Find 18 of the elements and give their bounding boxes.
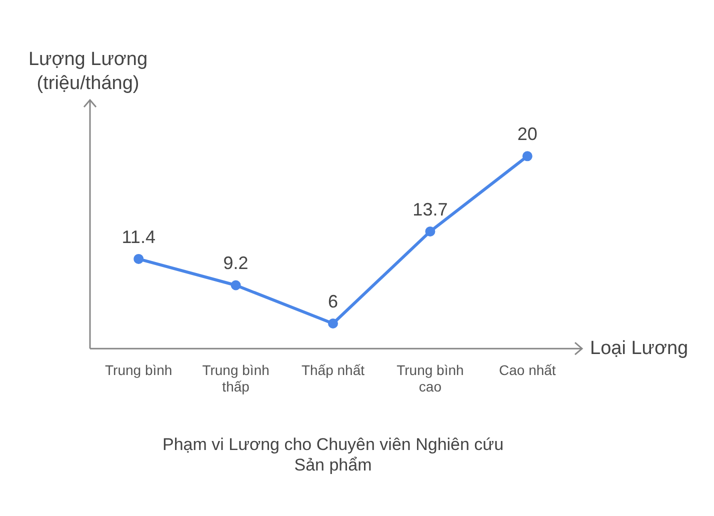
x-tick-label: Trung bình cao xyxy=(396,362,464,395)
data-label: 9.2 xyxy=(223,253,248,274)
y-axis-title: Lượng Lương (triệu/tháng) xyxy=(28,49,148,94)
x-axis-title: Loại Lương xyxy=(590,338,688,359)
point xyxy=(328,318,338,328)
x-tick-label: Thấp nhất xyxy=(301,362,365,378)
point xyxy=(522,151,532,162)
x-tick-label: Cao nhất xyxy=(498,362,556,378)
data-label: 6 xyxy=(328,291,338,312)
x-tick-label: Trung bình thấp xyxy=(202,362,270,395)
point xyxy=(134,254,144,264)
text: Phạm vi Lương cho Chuyên viên Nghiên cứu Sản phẩm xyxy=(162,435,504,474)
data-label: 20 xyxy=(517,124,538,144)
data-label: 11.4 xyxy=(122,226,156,247)
x-tick-label: Trung bình xyxy=(105,362,172,378)
point xyxy=(425,226,436,236)
data-label: 13.7 xyxy=(412,199,448,220)
point xyxy=(230,280,241,290)
